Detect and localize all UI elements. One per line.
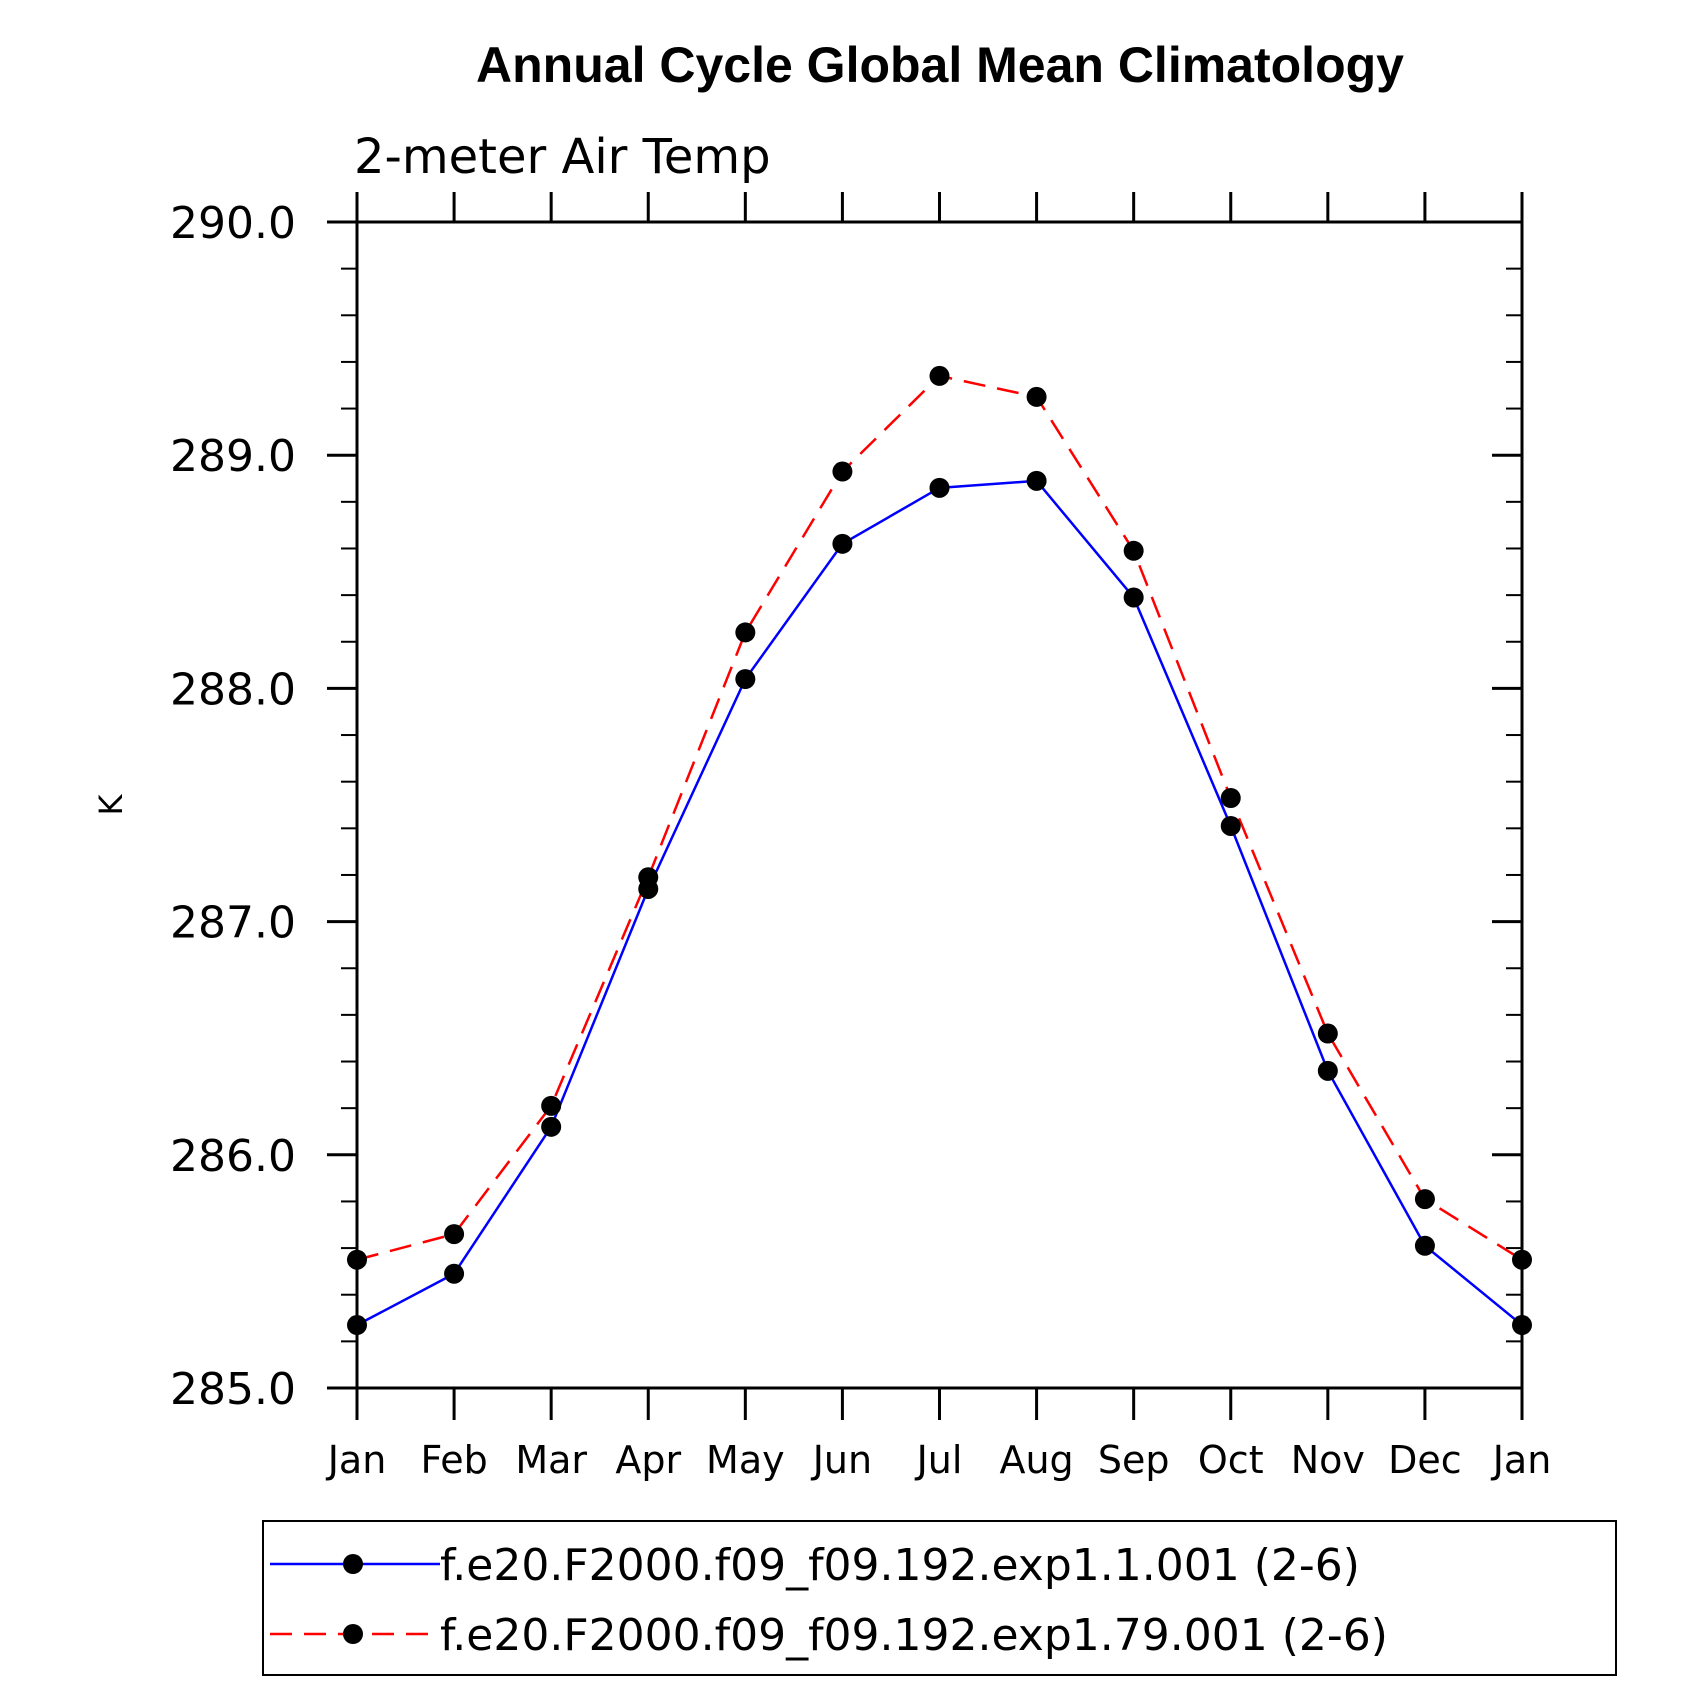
x-tick-label: Dec: [1388, 1438, 1462, 1482]
legend-label-series-1: f.e20.F2000.f09_f09.192.exp1.1.001 (2-6): [440, 1540, 1360, 1591]
x-tick-label: Mar: [515, 1438, 587, 1482]
data-point-series-2: [1317, 1023, 1338, 1044]
y-tick-label: 286.0: [170, 1131, 296, 1182]
data-point-series-2: [1026, 386, 1047, 407]
data-point-series-2: [541, 1095, 562, 1116]
y-tick-label: 285.0: [170, 1364, 296, 1415]
data-point-series-2: [929, 365, 950, 386]
data-point-series-2: [1123, 540, 1144, 561]
data-point-series-1: [1317, 1060, 1338, 1081]
data-point-series-2: [444, 1224, 465, 1245]
x-tick-label: Nov: [1291, 1438, 1365, 1482]
y-tick-labels: 285.0 286.0 287.0 288.0 289.0 290.0: [170, 198, 296, 1415]
chart-title: Annual Cycle Global Mean Climatology: [476, 37, 1404, 93]
legend: f.e20.F2000.f09_f09.192.exp1.1.001 (2-6)…: [262, 1520, 1617, 1676]
x-tick-label: Jan: [326, 1438, 387, 1482]
data-point-series-2: [1414, 1189, 1435, 1210]
y-tick-label: 290.0: [170, 198, 296, 249]
data-point-series-2: [1512, 1249, 1532, 1270]
y-axis-label: K: [92, 793, 130, 815]
series-line-1: [356, 479, 1523, 1327]
x-tick-label: Oct: [1198, 1438, 1264, 1482]
x-tick-label: Jun: [811, 1438, 872, 1482]
data-point-series-1: [1123, 587, 1144, 608]
data-point-series-1: [1026, 470, 1047, 491]
legend-label-series-2: f.e20.F2000.f09_f09.192.exp1.79.001 (2-6…: [440, 1610, 1388, 1661]
legend-frame: [262, 1520, 1617, 1676]
plot-area-frame: [355, 220, 1524, 1390]
axis-ticks: [327, 192, 1524, 1420]
data-point-series-1: [735, 669, 756, 690]
data-point-series-2: [1220, 788, 1241, 809]
series-lines: [356, 374, 1523, 1327]
data-point-series-1: [832, 533, 853, 554]
data-point-series-1: [929, 477, 950, 498]
data-point-series-1: [1220, 815, 1241, 836]
y-tick-label: 287.0: [170, 898, 296, 949]
legend-marker-series-1: [343, 1554, 363, 1574]
x-tick-label: Feb: [420, 1438, 487, 1482]
data-point-series-1: [1414, 1235, 1435, 1256]
x-tick-label: Jan: [1491, 1438, 1552, 1482]
data-point-series-1: [444, 1263, 465, 1284]
data-point-series-1: [1512, 1315, 1532, 1336]
x-tick-labels: Jan Feb Mar Apr May Jun Jul Aug Sep Oct Nov Dec Jan: [326, 1438, 1552, 1482]
data-point-series-2: [638, 867, 659, 888]
x-tick-label: Jul: [915, 1438, 963, 1482]
data-point-series-2: [735, 622, 756, 643]
y-tick-label: 288.0: [170, 664, 296, 715]
chart-subtitle: 2-meter Air Temp: [354, 129, 771, 185]
x-tick-label: Aug: [999, 1438, 1073, 1482]
y-tick-label: 289.0: [170, 431, 296, 482]
data-point-series-2: [832, 461, 853, 482]
x-tick-label: May: [706, 1438, 785, 1482]
x-tick-label: Apr: [615, 1438, 681, 1482]
data-point-series-2: [347, 1249, 367, 1270]
series-line-2: [356, 374, 1523, 1261]
data-point-series-1: [347, 1315, 367, 1336]
x-tick-label: Sep: [1098, 1438, 1170, 1482]
data-point-series-1: [541, 1116, 562, 1137]
legend-marker-series-2: [343, 1624, 363, 1644]
series-markers: [347, 365, 1532, 1336]
